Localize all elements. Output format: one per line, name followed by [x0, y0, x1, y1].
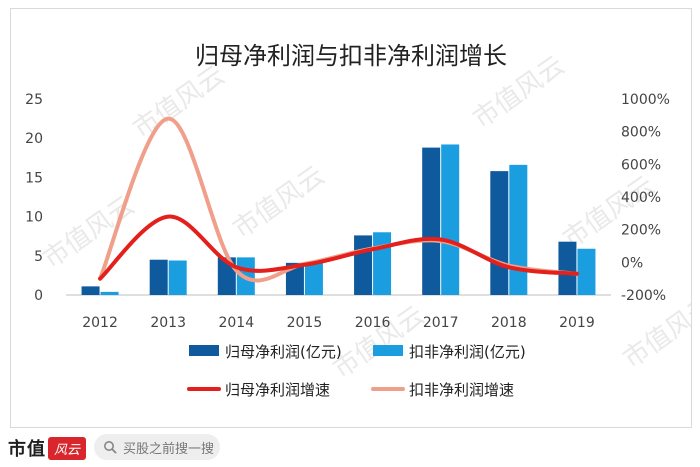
x-axis-tick-label: 2017: [423, 315, 459, 331]
chart-title: 归母净利润与扣非净利润增长: [195, 42, 507, 70]
bar: [490, 171, 509, 295]
left-axis-tick-label: 20: [25, 131, 43, 147]
right-axis-tick-label: 0%: [621, 255, 643, 271]
left-axis-tick-label: 5: [34, 249, 43, 265]
line-series: [98, 116, 579, 283]
legend-label: 扣非净利润增速: [409, 381, 514, 399]
series-line: [98, 214, 579, 281]
watermark-text: 市值风云: [228, 160, 330, 244]
right-axis-tick-label: 800%: [621, 125, 661, 141]
x-axis-tick-label: 2019: [559, 315, 595, 331]
x-axis: 2012 2013 2014 2015 2016 2017 2018 2019: [66, 294, 611, 331]
x-axis-tick-label: 2012: [82, 315, 118, 331]
watermark-text: 市值风云: [128, 60, 230, 144]
legend-label: 扣非净利润(亿元): [409, 343, 526, 361]
right-axis-tick-label: 200%: [621, 223, 661, 239]
left-axis-tick-label: 15: [25, 170, 43, 186]
bar: [149, 259, 168, 295]
right-axis: 1000% 800% 600% 400% 200% 0% -200%: [621, 92, 670, 304]
search-box[interactable]: 买股之前搜一搜: [94, 434, 220, 460]
search-icon: [104, 441, 117, 454]
left-axis-tick-label: 0: [34, 288, 43, 304]
left-axis-tick-label: 25: [25, 92, 43, 108]
bar: [509, 164, 528, 295]
left-axis: 25 20 15 10 5 0: [25, 92, 43, 304]
legend: 归母净利润(亿元) 扣非净利润(亿元) 归母净利润增速 扣非净利润增速: [187, 343, 526, 399]
right-axis-tick-label: -200%: [621, 288, 666, 304]
right-axis-tick-label: 1000%: [621, 92, 670, 108]
legend-swatch: [373, 345, 403, 356]
brand-logo: 市值 风云: [8, 435, 87, 461]
bar: [354, 235, 373, 295]
bar: [558, 241, 577, 295]
brand-name: 市值: [8, 439, 46, 460]
bar: [577, 248, 596, 295]
legend-label: 归母净利润(亿元): [225, 343, 342, 361]
right-axis-tick-label: 400%: [621, 190, 661, 206]
bar: [373, 232, 392, 295]
left-axis-tick-label: 10: [25, 210, 43, 226]
x-axis-tick-label: 2014: [218, 315, 254, 331]
chart-frame: 市值风云 市值风云 市值风云 市值风云 市值风云 市值风云 市值风云 归母净利润与扣非净利润…: [10, 8, 692, 428]
bar: [100, 291, 119, 295]
right-axis-tick-label: 600%: [621, 157, 661, 173]
footer-bar: 市值 风云 买股之前搜一搜: [0, 430, 700, 467]
bar: [168, 260, 187, 295]
bar: [304, 262, 323, 295]
search-placeholder: 买股之前搜一搜: [123, 441, 215, 457]
legend-swatch: [189, 345, 219, 356]
x-axis-tick-label: 2015: [287, 315, 323, 331]
bar: [441, 144, 460, 295]
x-axis-tick-label: 2016: [355, 315, 391, 331]
bar: [422, 147, 441, 295]
legend-label: 归母净利润增速: [225, 381, 330, 399]
x-axis-tick-label: 2018: [491, 315, 527, 331]
x-axis-tick-label: 2013: [150, 315, 186, 331]
bar: [81, 286, 100, 295]
brand-badge: 风云: [48, 436, 87, 460]
bar: [285, 262, 304, 295]
